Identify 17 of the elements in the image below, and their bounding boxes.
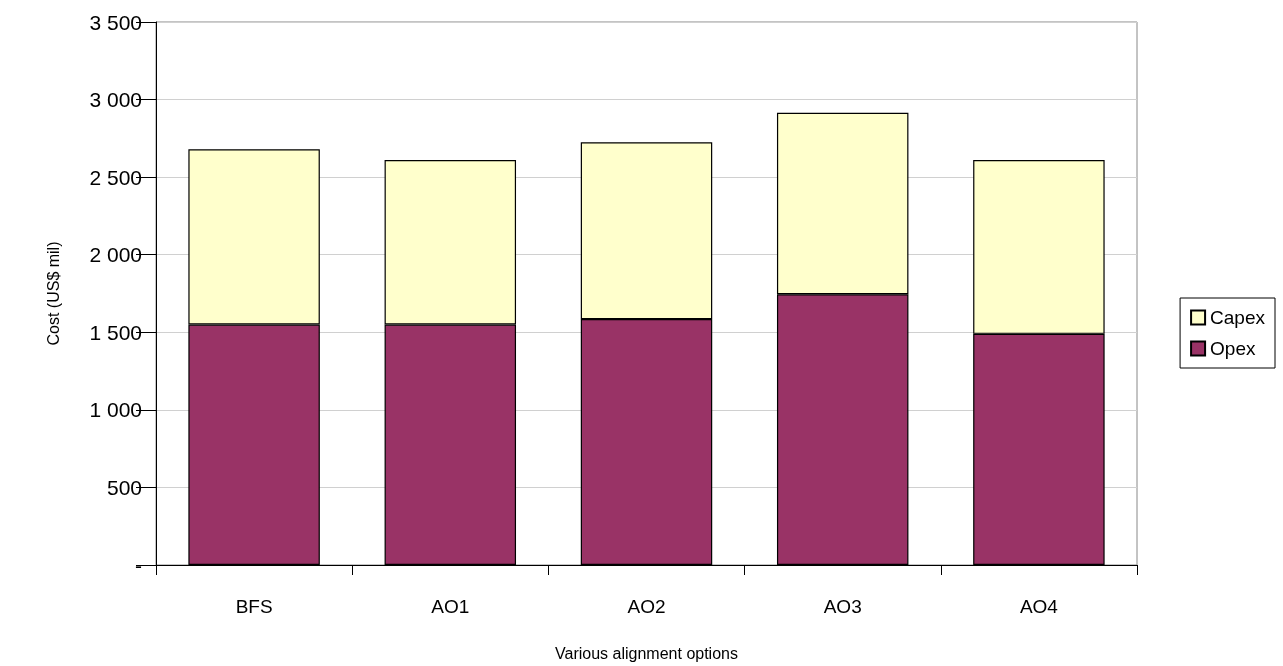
y-tick-label: 500 <box>106 475 142 499</box>
y-tick-label: 3 000 <box>89 88 142 112</box>
x-tick-label: AO1 <box>431 596 470 617</box>
y-tick-label: 2 500 <box>89 165 142 189</box>
y-tick-label: 1 500 <box>89 320 142 344</box>
legend-label: Opex <box>1210 338 1256 359</box>
y-axis-title: Cost (US$ mil) <box>44 241 62 346</box>
y-tick-label: 2 000 <box>89 243 142 267</box>
x-tick-label: AO2 <box>627 596 666 617</box>
y-tick-label: 3 500 <box>89 10 142 34</box>
y-tick-label: 1 000 <box>89 398 142 422</box>
x-tick-label: BFS <box>235 596 273 617</box>
x-axis-title: Various alignment options <box>555 644 738 662</box>
x-tick-label: AO3 <box>823 596 862 617</box>
y-tick-label: - <box>135 553 142 577</box>
x-tick-label: AO4 <box>1019 596 1059 617</box>
legend-label: Capex <box>1210 307 1266 328</box>
